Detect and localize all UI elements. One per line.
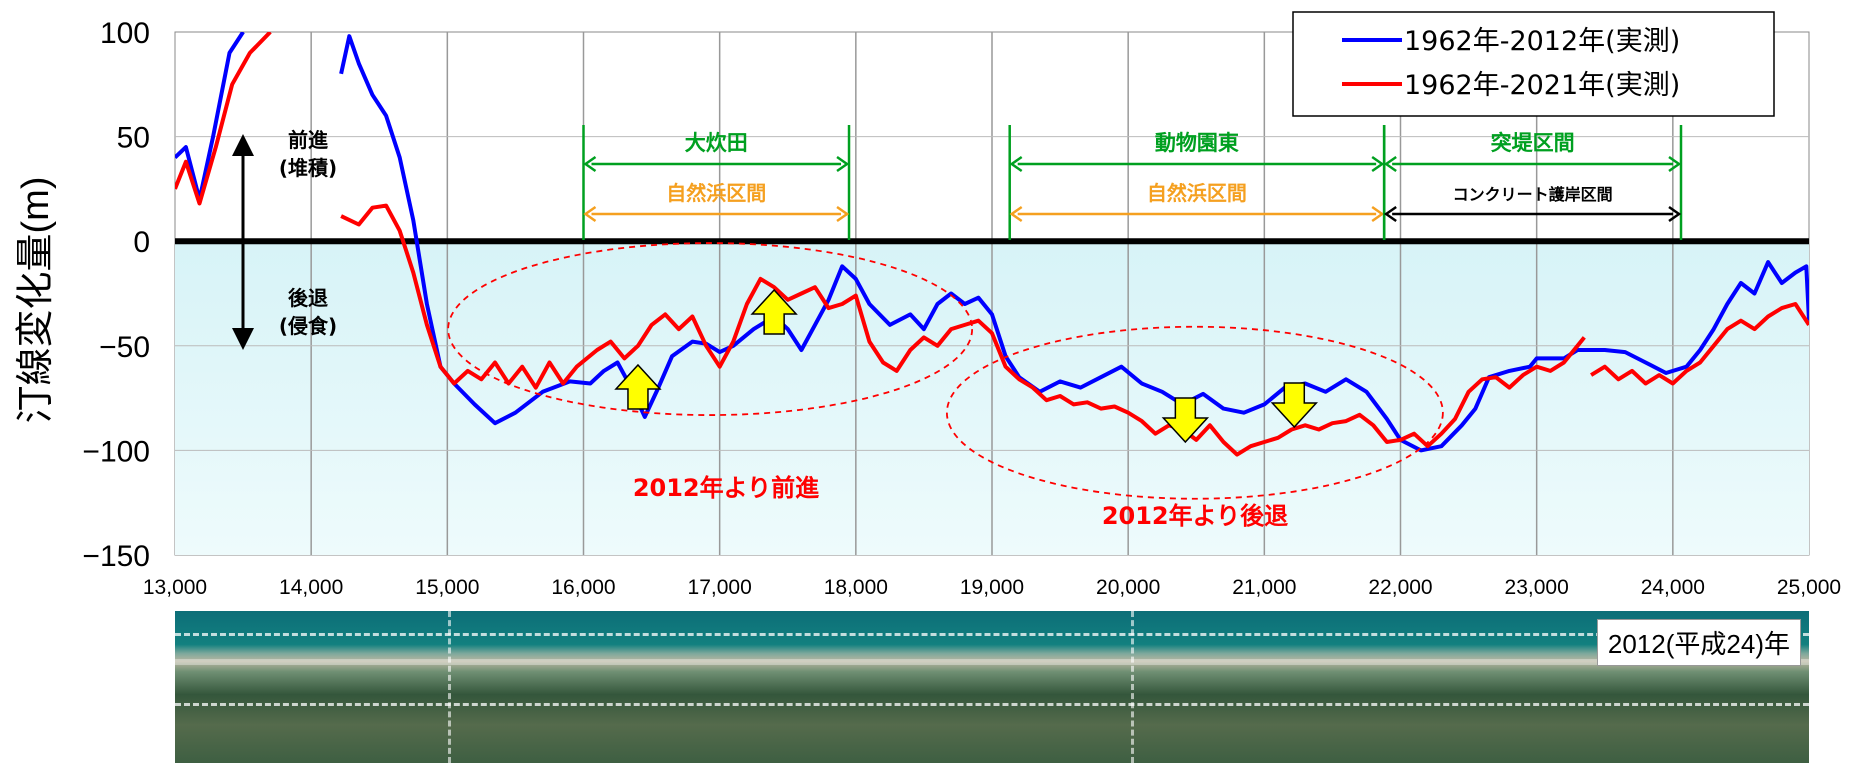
section-1-type-arrow-head-right [836, 205, 850, 223]
retreat-note: 2012年より後退 [1102, 502, 1288, 530]
section-3-name-arrow-head-left [1383, 155, 1397, 173]
x-tick-label: 19,000 [960, 576, 1024, 599]
down-arrow-icon [1161, 397, 1210, 444]
photo-year-label: 2012(平成24)年 [1596, 619, 1801, 666]
photo-dash-line-1 [175, 633, 1809, 636]
retreat-sub-label: (侵食) [279, 314, 337, 338]
y-tick-label: −50 [99, 331, 150, 364]
retreat-arrow-head [232, 328, 254, 350]
y-tick-label: 50 [117, 122, 150, 155]
section-2-name: 動物園東 [1155, 131, 1239, 155]
x-tick-label: 18,000 [824, 576, 888, 599]
series-line-1962-2012 [175, 32, 245, 202]
section-2-type-arrow-head-right [1371, 205, 1385, 223]
y-axis-label: 汀線変化量(m) [15, 177, 57, 424]
y-tick-label: −150 [82, 540, 150, 573]
y-axis-ticks: 100 50 0 −50 −100 −150 [82, 17, 150, 573]
up-arrow-icon [614, 363, 662, 410]
photo-vdash-1 [448, 611, 451, 763]
section-3-type: コンクリート護岸区間 [1453, 185, 1613, 204]
x-tick-label: 15,000 [415, 576, 479, 599]
section-2-type: 自然浜区間 [1147, 181, 1247, 205]
x-axis-ticks: 13,000 14,000 15,000 16,000 17,000 18,000 19,0… [143, 576, 1841, 599]
section-2-name-arrow-head-right [1371, 155, 1385, 173]
series-line-1962-2021 [175, 32, 272, 206]
series-lines [175, 32, 1809, 457]
surf-line [175, 659, 1809, 665]
section-1-type-arrow-head-left [583, 205, 597, 223]
section-2-name-arrow-head-left [1009, 155, 1023, 173]
section-1-name: 大炊田 [685, 131, 748, 155]
retreat-label: 後退 [288, 286, 328, 310]
section-3-type-arrow-head-left [1383, 205, 1397, 223]
x-tick-label: 17,000 [688, 576, 752, 599]
x-tick-label: 21,000 [1232, 576, 1296, 599]
photo-dash-line-2 [175, 703, 1809, 706]
photo-vdash-2 [1131, 611, 1134, 763]
down-arrow-icon [1270, 382, 1318, 429]
retreat-region-ellipse [945, 325, 1444, 500]
section-3-name: 突堤区間 [1491, 131, 1575, 155]
legend-box [1292, 11, 1775, 117]
x-tick-label: 13,000 [143, 576, 207, 599]
x-tick-label: 16,000 [551, 576, 615, 599]
series-line-1962-2021 [1590, 302, 1809, 386]
section-2-type-arrow-head-left [1009, 205, 1023, 223]
aerial-photo: 2012(平成24)年 [175, 611, 1809, 763]
x-tick-label: 24,000 [1641, 576, 1705, 599]
legend-label: 1962年-2012年(実測) [1404, 26, 1680, 57]
advance-label: 前進 [288, 128, 328, 152]
grid [175, 32, 1809, 555]
y-tick-label: 0 [133, 226, 150, 259]
section-1-name-arrow-head-left [583, 155, 597, 173]
section-3-name-arrow-head-right [1668, 155, 1682, 173]
section-1-name-arrow-head-right [836, 155, 850, 173]
legend-label: 1962年-2021年(実測) [1404, 70, 1680, 101]
x-tick-label: 25,000 [1777, 576, 1841, 599]
advance-arrow-head [232, 134, 254, 156]
section-1-type: 自然浜区間 [666, 181, 766, 205]
x-tick-label: 22,000 [1368, 576, 1432, 599]
advance-note: 2012年より前進 [633, 474, 819, 502]
advance-region-ellipse [447, 242, 974, 416]
y-tick-label: 100 [100, 17, 150, 50]
x-tick-label: 23,000 [1505, 576, 1569, 599]
advance-sub-label: (堆積) [279, 156, 337, 180]
section-3-type-arrow-head-right [1668, 205, 1682, 223]
x-tick-label: 20,000 [1096, 576, 1160, 599]
up-arrow-icon [750, 288, 798, 335]
y-tick-label: −100 [82, 435, 150, 468]
x-tick-label: 14,000 [279, 576, 343, 599]
shoreline-change-chart: 100 50 0 −50 −100 −150 13,000 14,000 15,000 16,0… [15, 11, 1841, 599]
legend: 1962年-2012年(実測) 1962年-2021年(実測) [1292, 11, 1775, 117]
